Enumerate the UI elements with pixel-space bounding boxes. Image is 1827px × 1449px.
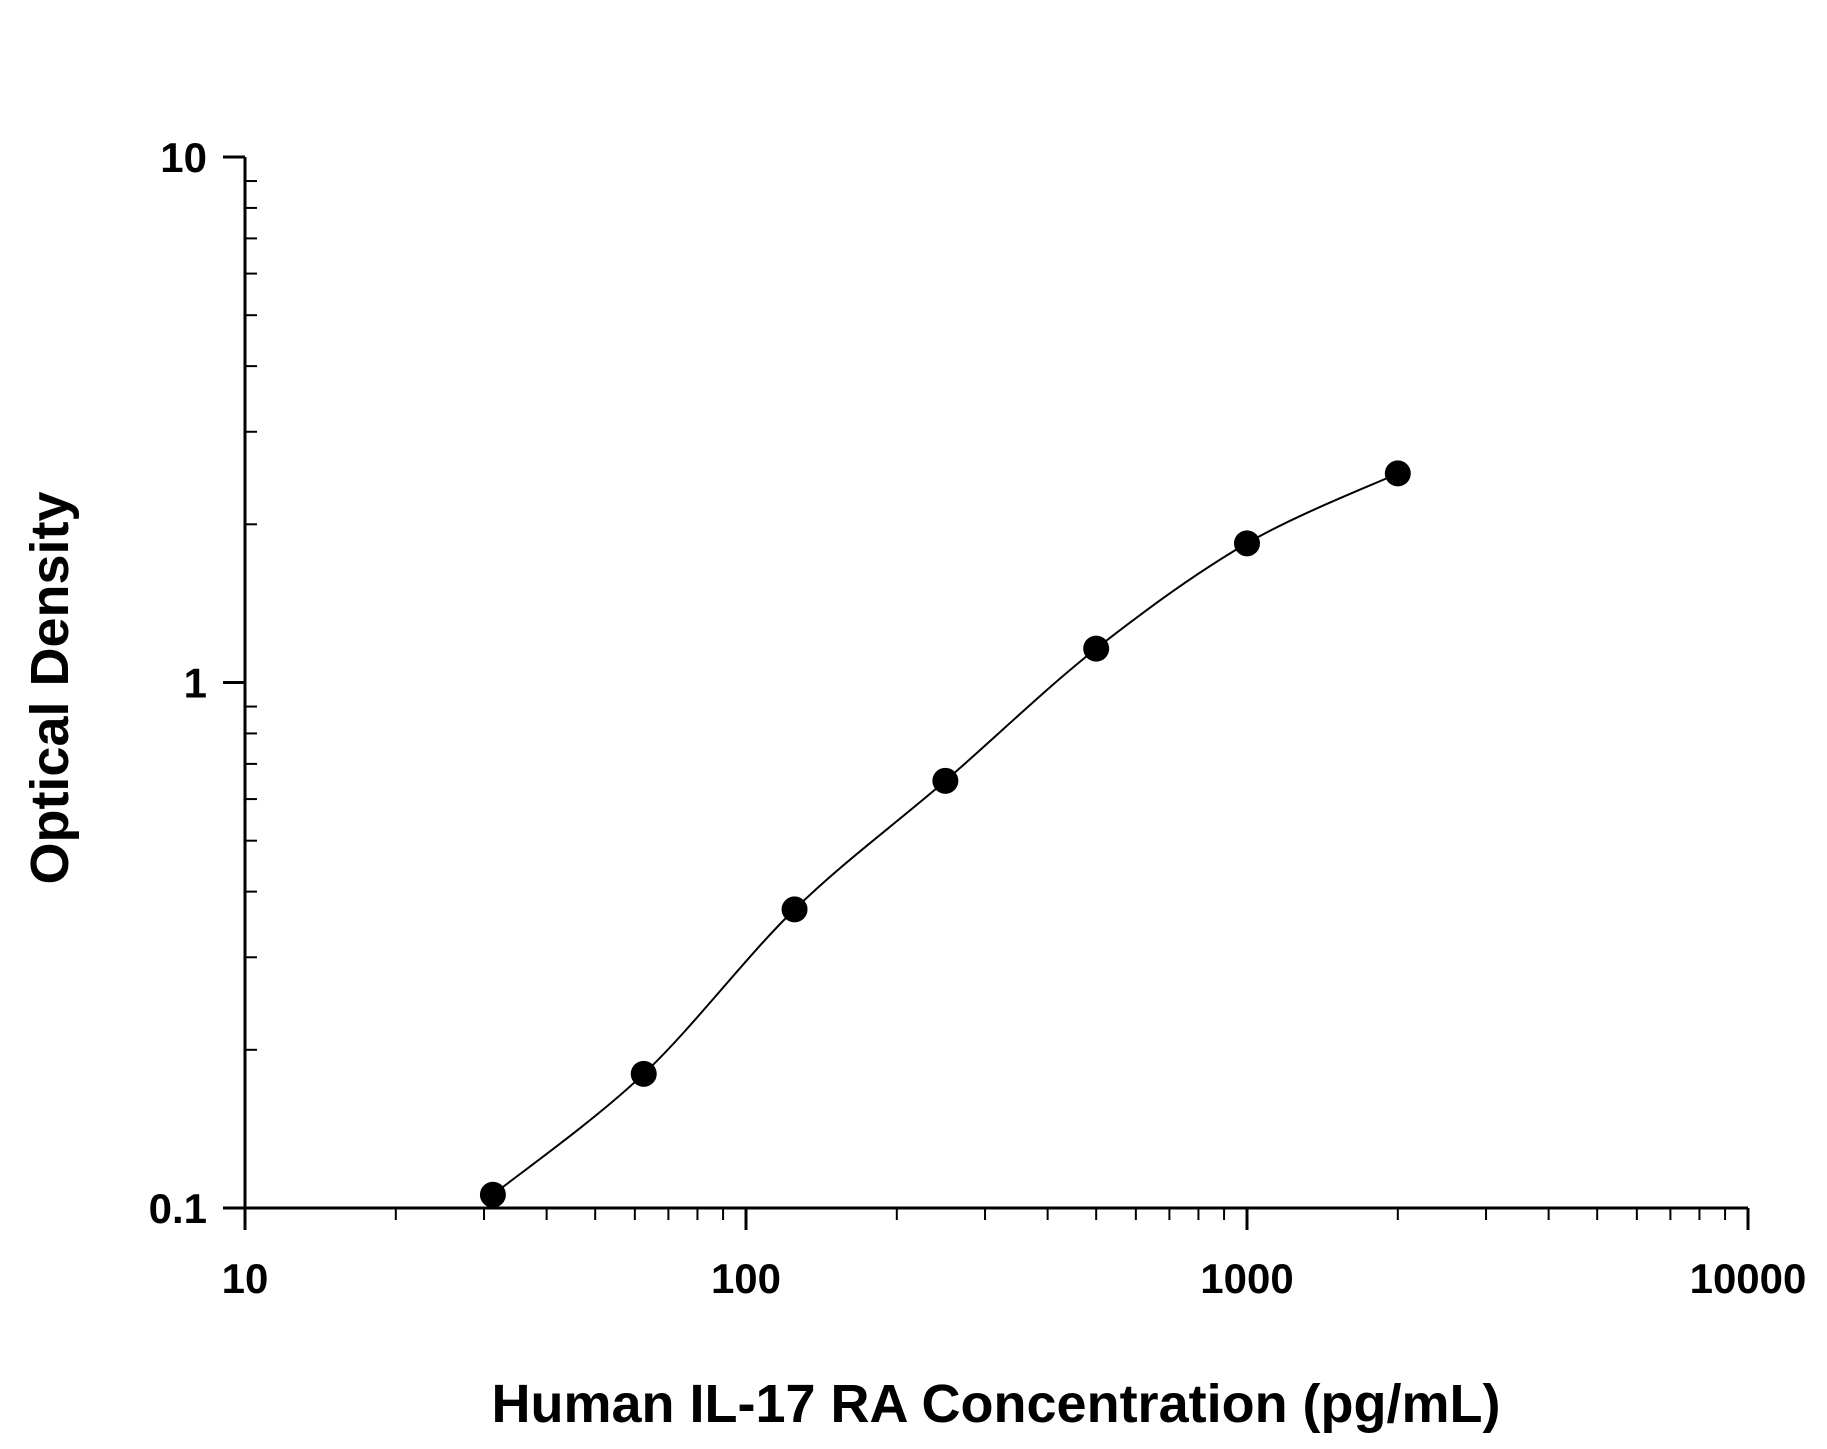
data-point [630, 1060, 657, 1087]
data-point [1234, 530, 1260, 557]
x-axis-title: Human IL-17 RA Concentration (pg/mL) [492, 1374, 1501, 1434]
x-tick-label: 10000 [1690, 1255, 1807, 1302]
data-point [781, 896, 808, 923]
tick-labels-layer: 10 100 1000 10000 0.1 1 10 [149, 134, 1807, 1302]
data-point [932, 767, 959, 794]
fit-curve [492, 472, 1399, 1196]
data-point [479, 1181, 506, 1208]
data-point [1083, 635, 1110, 662]
y-tick-label: 10 [160, 134, 207, 181]
data-points-layer [479, 460, 1411, 1208]
y-tick-label: 0.1 [149, 1185, 207, 1232]
x-tick-label: 1000 [1200, 1255, 1293, 1302]
y-axis-title: Optical Density [20, 491, 80, 884]
fit-curve-layer [492, 472, 1399, 1196]
axes [223, 155, 1750, 1230]
x-tick-label: 10 [222, 1255, 269, 1302]
y-tick-label: 1 [184, 660, 207, 707]
data-point [1384, 460, 1411, 487]
x-tick-label: 100 [711, 1255, 781, 1302]
